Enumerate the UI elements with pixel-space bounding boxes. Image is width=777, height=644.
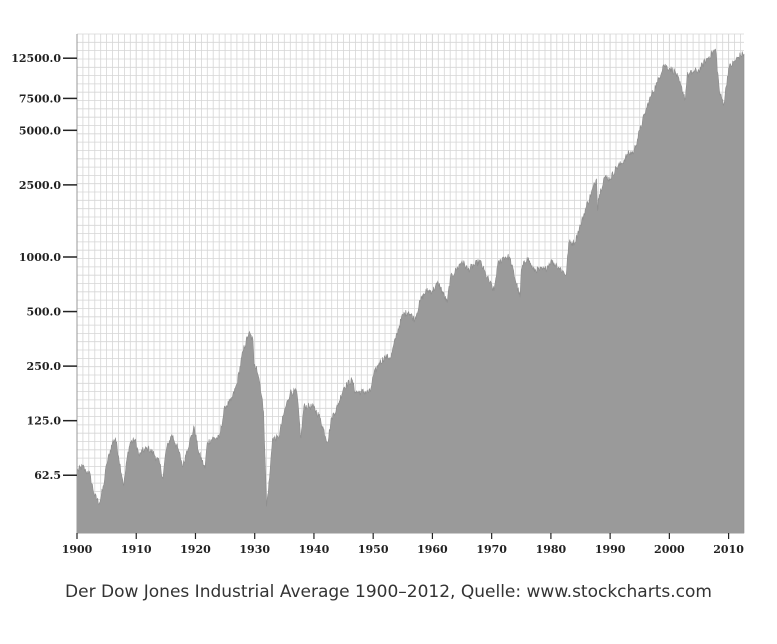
series-area	[76, 48, 745, 534]
x-tick-label: 1950	[358, 543, 389, 556]
x-tick-label: 1990	[595, 543, 626, 556]
axes: 62.5 125.0 250.0 500.0 1000.0 2500.0 5000.0 750…	[11, 34, 744, 556]
plot-area	[76, 48, 745, 534]
y-tick-label: 62.5	[34, 469, 61, 482]
y-tick-label: 5000.0	[19, 124, 61, 137]
x-tick-label: 2010	[713, 543, 744, 556]
y-tick-label: 250.0	[27, 360, 62, 373]
x-tick-label: 1930	[239, 543, 270, 556]
y-tick-label: 12500.0	[11, 52, 61, 65]
x-tick-label: 1970	[476, 543, 507, 556]
y-tick-label: 7500.0	[19, 92, 61, 105]
chart-caption: Der Dow Jones Industrial Average 1900–20…	[65, 582, 712, 602]
x-tick-label: 1900	[62, 543, 93, 556]
x-tick-label: 1910	[121, 543, 152, 556]
y-tick-label: 1000.0	[19, 251, 61, 264]
x-tick-label: 1980	[536, 543, 567, 556]
y-tick-label: 125.0	[27, 415, 62, 428]
x-tick-label: 2000	[654, 543, 685, 556]
x-tick-label: 1960	[417, 543, 448, 556]
y-tick-label: 500.0	[27, 306, 62, 319]
y-tick-label: 2500.0	[19, 179, 61, 192]
x-tick-label: 1920	[180, 543, 211, 556]
x-tick-label: 1940	[299, 543, 330, 556]
